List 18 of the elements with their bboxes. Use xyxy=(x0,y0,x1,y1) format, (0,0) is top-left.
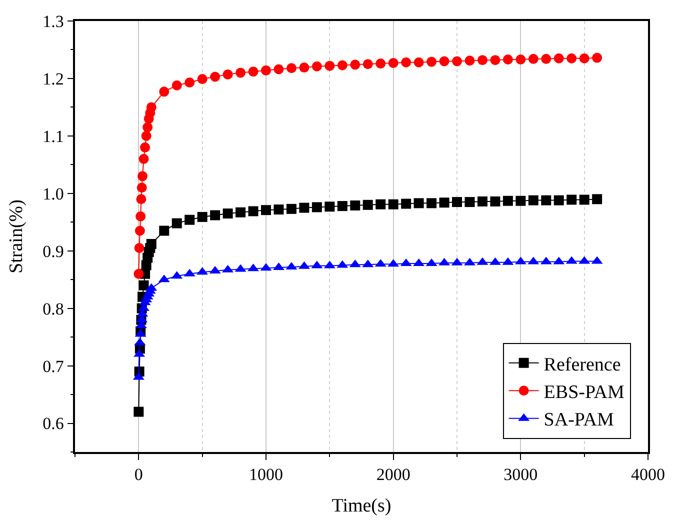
y-tick-label: 1.3 xyxy=(42,12,64,31)
x-axis-title: Time(s) xyxy=(332,495,392,516)
legend-label: Reference xyxy=(544,354,621,376)
y-tick-label: 1.1 xyxy=(42,126,64,146)
y-tick-label: 0.6 xyxy=(42,414,64,434)
x-tick-label: 1000 xyxy=(249,465,283,484)
y-tick-label: 0.8 xyxy=(42,299,64,318)
x-tick-label: 3000 xyxy=(504,465,538,484)
x-tick-label: 0 xyxy=(134,465,143,484)
y-tick-label: 0.9 xyxy=(42,242,64,261)
x-tick-label: 4000 xyxy=(631,465,665,484)
y-tick-label: 1.2 xyxy=(42,69,64,88)
y-tick-label: 0.7 xyxy=(42,356,64,376)
y-tick-label: 1.0 xyxy=(42,184,64,204)
legend-label: EBS-PAM xyxy=(544,382,625,404)
x-tick-label: 2000 xyxy=(376,465,410,484)
legend-label: SA-PAM xyxy=(544,410,614,431)
y-axis-title: Strain(%) xyxy=(6,200,27,274)
